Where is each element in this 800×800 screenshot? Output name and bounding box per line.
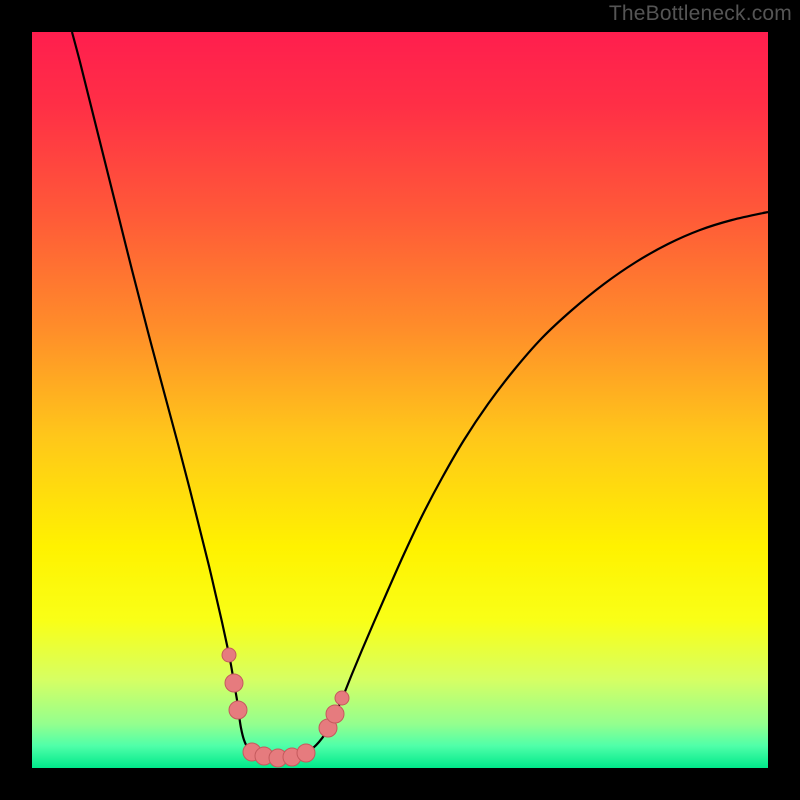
chart-container: TheBottleneck.com [0,0,800,800]
watermark-text: TheBottleneck.com [609,2,792,26]
data-marker [229,701,247,719]
data-marker [222,648,236,662]
data-marker [326,705,344,723]
chart-svg [0,0,800,800]
data-marker [225,674,243,692]
data-marker [335,691,349,705]
plot-background [32,32,768,768]
data-marker [297,744,315,762]
